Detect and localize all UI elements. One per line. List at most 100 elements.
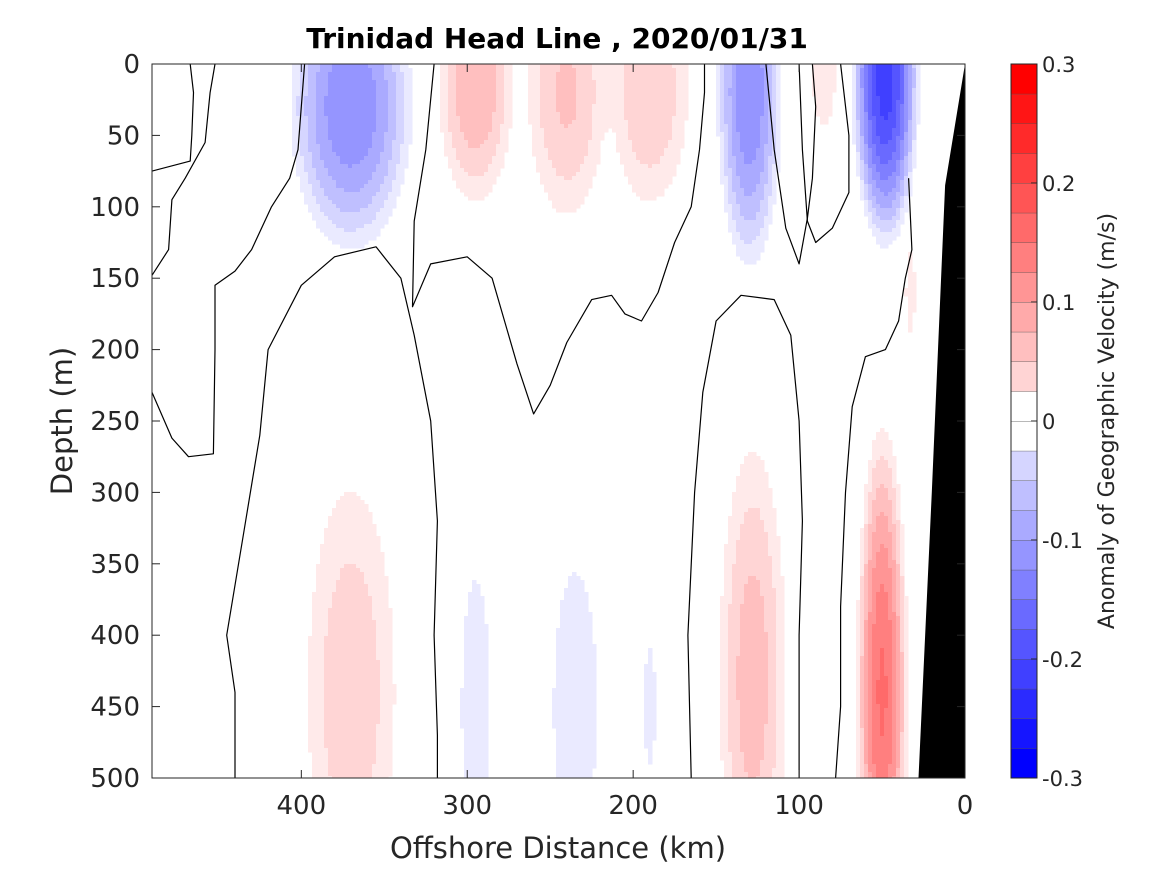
anomaly-cell [728, 652, 741, 657]
colorbar-swatch [1010, 510, 1038, 541]
anomaly-cell [736, 128, 761, 133]
anomaly-cell [880, 172, 893, 177]
anomaly-cell [328, 236, 377, 241]
anomaly-cell [672, 124, 685, 129]
anomaly-cell [720, 604, 729, 609]
anomaly-cell [404, 112, 413, 117]
anomaly-cell [732, 120, 737, 125]
anomaly-cell [464, 656, 489, 661]
anomaly-cell [460, 688, 489, 693]
anomaly-cell [720, 180, 729, 185]
anomaly-cell [812, 68, 837, 73]
anomaly-cell [904, 720, 909, 725]
anomaly-cell [896, 728, 901, 733]
anomaly-cell [880, 140, 889, 145]
anomaly-cell [300, 124, 309, 129]
anomaly-cell [644, 700, 657, 705]
anomaly-cell [868, 96, 873, 101]
anomaly-cell [552, 688, 597, 693]
anomaly-cell [872, 160, 881, 165]
anomaly-cell [868, 68, 873, 73]
anomaly-cell [776, 604, 785, 609]
anomaly-cell [372, 200, 385, 205]
anomaly-cell [324, 212, 377, 217]
anomaly-cell [904, 108, 909, 113]
anomaly-cell [864, 140, 869, 145]
anomaly-cell [868, 196, 877, 201]
anomaly-cell [872, 500, 893, 505]
anomaly-cell [908, 104, 913, 109]
anomaly-cell [624, 168, 677, 173]
anomaly-cell [868, 172, 873, 177]
anomaly-cell [716, 88, 721, 93]
anomaly-cell [472, 580, 477, 585]
anomaly-cell [740, 628, 765, 633]
anomaly-cell [856, 604, 861, 609]
anomaly-cell [292, 120, 301, 125]
anomaly-cell [860, 536, 865, 541]
anomaly-cell [304, 196, 317, 201]
anomaly-cell [864, 612, 869, 617]
anomaly-cell [760, 512, 777, 517]
anomaly-cell [388, 88, 397, 93]
anomaly-cell [492, 116, 505, 121]
anomaly-cell [720, 156, 725, 161]
anomaly-cell [336, 180, 369, 185]
anomaly-cell [732, 584, 745, 589]
anomaly-cell [772, 112, 777, 117]
anomaly-cell [904, 728, 909, 733]
anomaly-cell [732, 208, 741, 213]
anomaly-cell [324, 104, 377, 109]
anomaly-cell [720, 700, 729, 705]
anomaly-cell [308, 664, 325, 669]
anomaly-cell [860, 720, 865, 725]
anomaly-cell [736, 192, 745, 197]
anomaly-cell [776, 696, 785, 701]
anomaly-cell [376, 724, 393, 729]
anomaly-cell [728, 128, 733, 133]
anomaly-cell [312, 156, 321, 161]
anomaly-cell [872, 516, 877, 521]
anomaly-cell [384, 204, 397, 209]
anomaly-cell [728, 192, 737, 197]
anomaly-cell [896, 772, 901, 777]
anomaly-cell [740, 136, 761, 141]
anomaly-cell [400, 148, 409, 153]
anomaly-cell [776, 100, 781, 105]
anomaly-cell [768, 196, 777, 201]
anomaly-cell [392, 140, 405, 145]
anomaly-cell [768, 664, 777, 669]
anomaly-cell [724, 572, 733, 577]
anomaly-cell [888, 700, 893, 705]
anomaly-cell [332, 240, 369, 245]
anomaly-cell [732, 104, 737, 109]
anomaly-cell [892, 228, 901, 233]
anomaly-cell [332, 68, 373, 73]
anomaly-cell [596, 80, 625, 85]
anomaly-cell [896, 528, 901, 533]
anomaly-cell [864, 80, 869, 85]
anomaly-cell [576, 172, 597, 177]
anomaly-cell [304, 164, 313, 169]
anomaly-cell [896, 556, 901, 561]
anomaly-cell [664, 152, 681, 157]
anomaly-cell [376, 108, 389, 113]
anomaly-cell [308, 724, 325, 729]
anomaly-cell [860, 144, 865, 149]
anomaly-cell [860, 584, 865, 589]
y-axis-label: Depth (m) [45, 347, 79, 495]
anomaly-cell [852, 68, 857, 73]
anomaly-cell [728, 164, 737, 169]
anomaly-cell [856, 720, 861, 725]
anomaly-cell [452, 136, 465, 141]
zero-contour [226, 246, 438, 778]
anomaly-cell [776, 716, 785, 721]
anomaly-cell [660, 156, 681, 161]
anomaly-cell [888, 496, 897, 501]
anomaly-cell [900, 648, 905, 653]
anomaly-cell [860, 732, 865, 737]
anomaly-cell [896, 604, 901, 609]
anomaly-cell [740, 144, 761, 149]
anomaly-cell [336, 204, 369, 209]
anomaly-cell [880, 712, 885, 717]
